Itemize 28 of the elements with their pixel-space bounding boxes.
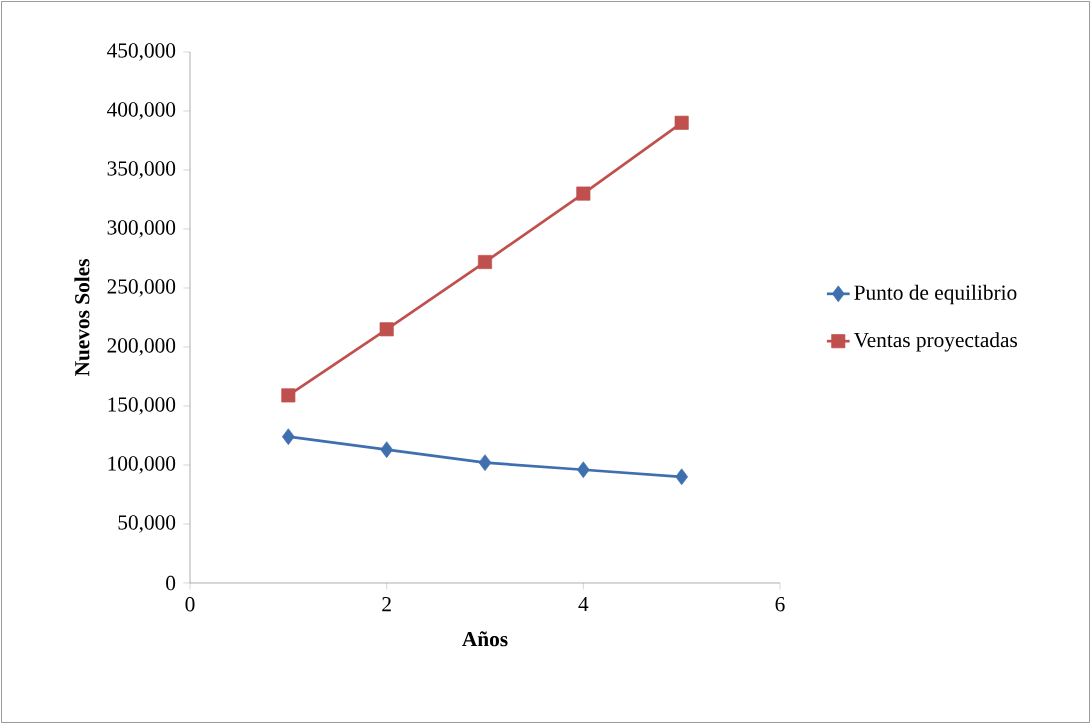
point [379, 322, 394, 337]
point [478, 454, 492, 471]
point [675, 468, 689, 486]
point [478, 255, 493, 270]
point [576, 186, 591, 201]
y-tick-label: 300,000 [107, 220, 176, 238]
point [380, 441, 394, 458]
y-tick-label: 100,000 [108, 456, 176, 474]
y-tick-label: 450,000 [107, 43, 176, 61]
x-tick-label: 0 [185, 597, 195, 612]
point [281, 388, 296, 403]
y-tick-label: 400,000 [107, 102, 176, 120]
point [674, 115, 689, 130]
y-tick-label: 0 [166, 575, 176, 591]
y-tick-label: 250,000 [107, 279, 176, 297]
x-tick-label: 4 [578, 597, 589, 612]
y-tick-label: 150,000 [108, 397, 176, 415]
y-tick-label: 350,000 [107, 161, 176, 179]
y-tick-label: 200,000 [107, 338, 176, 356]
x-tick-label: 6 [775, 597, 785, 612]
x-axis-title: Años [462, 631, 508, 647]
legend-label: Punto de equilibrio [854, 284, 1017, 305]
y-tick-label: 50,000 [118, 515, 176, 533]
point [577, 461, 590, 479]
point [281, 428, 295, 446]
x-tick-label: 2 [382, 597, 391, 612]
legend-label: Ventas proyectadas [853, 332, 1017, 352]
y-axis-title: Nuevos Soles [74, 259, 90, 377]
